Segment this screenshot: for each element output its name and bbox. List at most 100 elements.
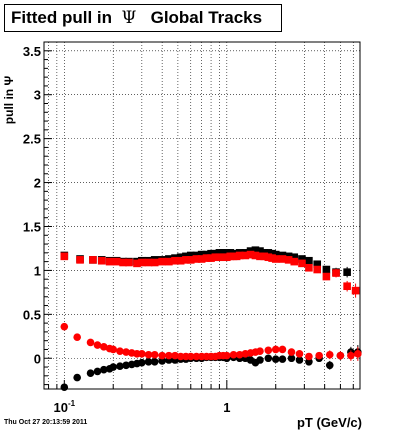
data-point [246, 250, 255, 259]
data-point [256, 356, 264, 364]
data-point [290, 253, 299, 262]
chart-title: Fitted pull in Ψ Global Tracks [4, 4, 282, 32]
data-point [325, 350, 334, 359]
data-point [150, 350, 159, 359]
data-point [287, 348, 296, 356]
x-tick-label: 10-1 [54, 399, 76, 415]
axes: 0 0.5 1 1.5 2 2.5 3 3.5 10-1 1 [23, 41, 354, 415]
data-point [305, 256, 313, 265]
y-tick-label: 3 [34, 88, 41, 103]
data-point [182, 256, 190, 264]
data-point [176, 256, 185, 265]
data-point [305, 357, 313, 366]
data-point [144, 258, 153, 267]
data-point [287, 354, 296, 363]
data-point [215, 249, 224, 257]
data-point [76, 256, 84, 264]
data-point [271, 255, 280, 263]
data-point [343, 282, 351, 291]
data-point [278, 345, 287, 354]
data-point [144, 357, 153, 366]
data-point [186, 256, 195, 264]
data-point [264, 354, 273, 363]
data-point [138, 258, 146, 267]
data-point [295, 350, 304, 358]
grid-lines [44, 42, 360, 389]
data-point [109, 363, 118, 371]
data-point [278, 355, 287, 363]
data-point [150, 357, 159, 366]
data-point [171, 256, 179, 265]
data-point [186, 352, 195, 361]
data-point [298, 259, 306, 268]
data-point [73, 333, 81, 341]
data-point [290, 257, 299, 266]
data-point [295, 356, 304, 364]
data-point [278, 255, 287, 263]
data-point [133, 259, 141, 268]
data-point [176, 352, 185, 361]
data-point [284, 256, 293, 264]
data-point [313, 265, 322, 274]
y-tick-label: 3.5 [23, 44, 41, 59]
data-point [122, 361, 130, 370]
data-point [158, 351, 166, 360]
y-tick-label: 0 [34, 351, 41, 366]
data-point [347, 351, 355, 360]
data-point [322, 265, 331, 274]
data-point [332, 269, 340, 277]
data-point [60, 383, 69, 392]
data-point [223, 351, 231, 360]
plot-frame [43, 41, 361, 390]
x-tick-label: 1 [223, 400, 230, 415]
data-point [192, 352, 201, 361]
y-tick-label: 0.5 [23, 307, 41, 322]
data-point [211, 253, 220, 262]
y-tick-label: 1 [34, 263, 41, 278]
data-point [192, 255, 201, 263]
data-point [109, 345, 118, 354]
data-point [343, 268, 351, 276]
title-symbol: Ψ [121, 8, 137, 28]
data-point [325, 361, 334, 370]
data-point [229, 350, 238, 359]
data-point [336, 351, 345, 360]
data-point [264, 253, 273, 262]
data-point [186, 251, 195, 260]
timestamp-footer: Thu Oct 27 20:13:59 2011 [4, 419, 88, 426]
y-tick-label: 2 [34, 176, 41, 191]
data-point [251, 246, 260, 254]
data-point [158, 357, 166, 365]
data-point [93, 367, 102, 376]
data-point [313, 260, 322, 269]
data-point [165, 257, 173, 266]
data-point [158, 257, 166, 266]
data-point [235, 251, 244, 260]
data-point [202, 254, 211, 262]
data-point [207, 249, 215, 258]
data-point [73, 373, 81, 382]
data-point [305, 352, 313, 361]
data-point [354, 350, 362, 358]
data-point [351, 286, 360, 295]
data-point [251, 251, 260, 260]
data-point [215, 253, 224, 262]
data-point [60, 252, 69, 261]
data-point [305, 263, 313, 272]
data-point [60, 322, 69, 331]
data-point [150, 258, 159, 267]
data-point [105, 257, 114, 266]
data-point [298, 255, 306, 263]
data-point [256, 247, 264, 255]
data-point [86, 338, 95, 347]
data-point [260, 252, 269, 261]
data-point [256, 347, 264, 356]
data-point [207, 254, 215, 262]
data-point [271, 355, 280, 363]
data-point [256, 252, 264, 261]
data-point [271, 345, 280, 354]
data-point [235, 350, 244, 359]
title-suffix: Global Tracks [150, 8, 263, 27]
y-tick-label: 2.5 [23, 132, 41, 147]
data-point [89, 256, 97, 264]
